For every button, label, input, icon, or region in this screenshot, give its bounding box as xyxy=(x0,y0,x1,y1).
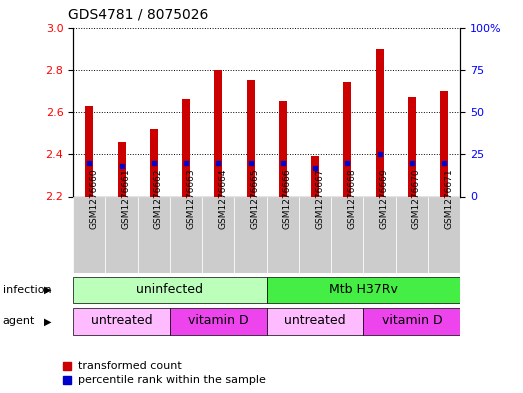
Text: ▶: ▶ xyxy=(44,316,52,326)
Bar xyxy=(85,106,94,196)
FancyBboxPatch shape xyxy=(331,196,363,273)
Bar xyxy=(246,80,255,196)
Bar xyxy=(440,91,448,196)
Text: vitamin D: vitamin D xyxy=(382,314,442,327)
Text: GSM1276660: GSM1276660 xyxy=(89,169,98,229)
Text: uninfected: uninfected xyxy=(137,283,203,296)
Text: GSM1276663: GSM1276663 xyxy=(186,169,195,229)
FancyBboxPatch shape xyxy=(267,196,299,273)
Text: GSM1276669: GSM1276669 xyxy=(380,169,389,229)
FancyBboxPatch shape xyxy=(396,196,428,273)
FancyBboxPatch shape xyxy=(428,196,460,273)
Bar xyxy=(408,97,416,196)
Bar xyxy=(182,99,190,196)
Bar xyxy=(279,101,287,196)
Text: transformed count: transformed count xyxy=(78,361,182,371)
Bar xyxy=(311,156,319,196)
Text: Mtb H37Rv: Mtb H37Rv xyxy=(329,283,398,296)
FancyBboxPatch shape xyxy=(267,308,363,334)
FancyBboxPatch shape xyxy=(363,196,396,273)
Text: GSM1276666: GSM1276666 xyxy=(283,169,292,229)
FancyBboxPatch shape xyxy=(73,277,267,303)
Bar xyxy=(376,49,384,196)
Bar xyxy=(150,129,158,196)
FancyBboxPatch shape xyxy=(138,196,170,273)
FancyBboxPatch shape xyxy=(73,196,106,273)
Text: agent: agent xyxy=(3,316,35,326)
Text: infection: infection xyxy=(3,285,51,295)
FancyBboxPatch shape xyxy=(234,196,267,273)
Text: GSM1276662: GSM1276662 xyxy=(154,169,163,229)
Text: vitamin D: vitamin D xyxy=(188,314,248,327)
FancyBboxPatch shape xyxy=(202,196,234,273)
FancyBboxPatch shape xyxy=(170,308,267,334)
FancyBboxPatch shape xyxy=(170,196,202,273)
FancyBboxPatch shape xyxy=(363,308,460,334)
Text: GSM1276665: GSM1276665 xyxy=(251,169,259,229)
Text: GSM1276668: GSM1276668 xyxy=(347,169,356,229)
Text: GSM1276664: GSM1276664 xyxy=(219,169,228,229)
Text: ▶: ▶ xyxy=(44,285,52,295)
Text: percentile rank within the sample: percentile rank within the sample xyxy=(78,375,266,385)
FancyBboxPatch shape xyxy=(267,277,460,303)
Text: untreated: untreated xyxy=(285,314,346,327)
Text: GSM1276667: GSM1276667 xyxy=(315,169,324,229)
FancyBboxPatch shape xyxy=(73,308,170,334)
Text: untreated: untreated xyxy=(91,314,152,327)
Text: GSM1276671: GSM1276671 xyxy=(444,169,453,229)
FancyBboxPatch shape xyxy=(106,196,138,273)
FancyBboxPatch shape xyxy=(299,196,331,273)
Text: GSM1276670: GSM1276670 xyxy=(412,169,421,229)
Text: GDS4781 / 8075026: GDS4781 / 8075026 xyxy=(68,7,208,22)
Bar xyxy=(118,141,126,196)
Bar xyxy=(343,83,351,196)
Bar xyxy=(214,70,222,196)
Text: GSM1276661: GSM1276661 xyxy=(121,169,131,229)
